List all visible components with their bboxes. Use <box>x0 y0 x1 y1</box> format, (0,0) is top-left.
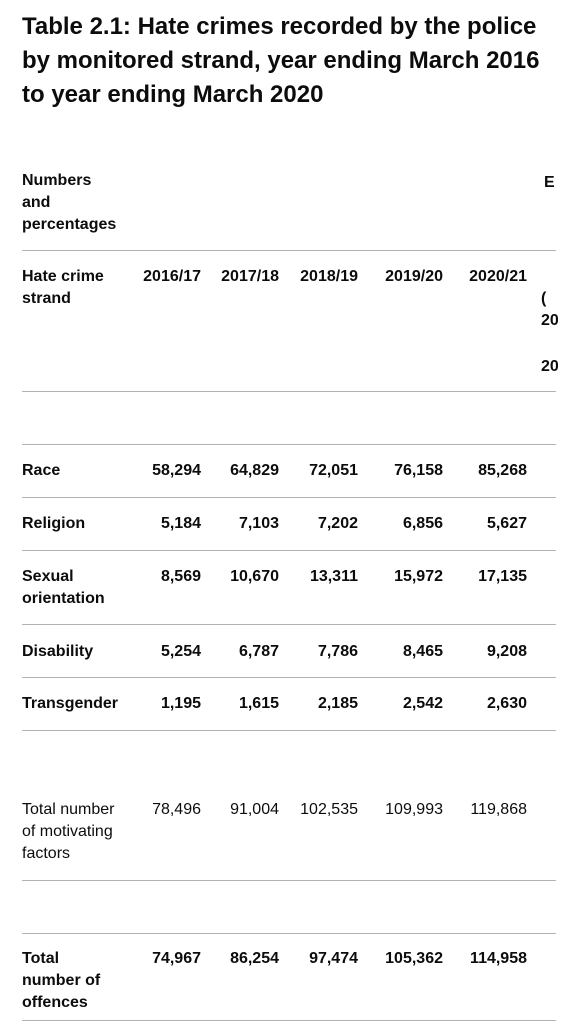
table-title: Table 2.1: Hate crimes recorded by the p… <box>22 13 540 108</box>
row-divider <box>22 444 556 445</box>
row-label: Disability <box>22 643 94 660</box>
cell: 10,670 <box>230 568 279 585</box>
cell: 64,829 <box>230 462 279 479</box>
row-divider <box>22 391 556 392</box>
cell: 86,254 <box>230 950 279 967</box>
cell: 13,311 <box>309 568 358 585</box>
cell: 6,856 <box>402 515 443 532</box>
cell: 6,787 <box>238 643 279 660</box>
column-header: 2019/20 <box>385 268 443 285</box>
column-header: Hate crime strand <box>22 268 104 307</box>
cell: 72,051 <box>309 462 358 479</box>
cell: 7,202 <box>317 515 358 532</box>
cell: 76,158 <box>394 462 443 479</box>
row-divider <box>22 1020 556 1021</box>
row-divider <box>22 730 556 731</box>
cell: 9,208 <box>486 643 527 660</box>
cell: 5,254 <box>160 643 201 660</box>
row-divider <box>22 677 556 678</box>
cell: 78,496 <box>152 801 201 818</box>
row-label: Religion <box>22 515 86 532</box>
cell: 1,615 <box>238 695 279 712</box>
column-header: 2020/21 <box>469 268 527 285</box>
column-header: 2017/18 <box>221 268 279 285</box>
row-divider <box>22 497 556 498</box>
row-label: Sexual orientation <box>22 568 105 607</box>
cell: 5,627 <box>486 515 527 532</box>
row-label: Total number of offences <box>22 950 101 1011</box>
cell: 97,474 <box>309 950 358 967</box>
cell: 91,004 <box>230 801 279 818</box>
row-label: Race <box>22 462 61 479</box>
cell: 7,103 <box>238 515 279 532</box>
cell: 1,195 <box>160 695 201 712</box>
cell: 8,465 <box>402 643 443 660</box>
cell: 114,958 <box>470 950 527 967</box>
cell: 2,185 <box>317 695 358 712</box>
cell: 8,569 <box>160 568 201 585</box>
row-divider <box>22 250 556 251</box>
cell: 74,967 <box>152 950 201 967</box>
row-divider <box>22 550 556 551</box>
cell: 119,868 <box>470 801 527 818</box>
row-label: Total number of motivating factors <box>22 801 115 862</box>
cell: 102,535 <box>300 801 358 818</box>
cell: 17,135 <box>478 568 527 585</box>
cell: 105,362 <box>385 950 443 967</box>
cell: 58,294 <box>152 462 201 479</box>
column-header: 2018/19 <box>300 268 358 285</box>
cell: 2,542 <box>402 695 443 712</box>
row-divider <box>22 933 556 934</box>
row-divider <box>22 880 556 881</box>
column-header: 2016/17 <box>143 268 201 285</box>
cell: 15,972 <box>394 568 443 585</box>
cell: 109,993 <box>385 801 443 818</box>
cell: 5,184 <box>160 515 201 532</box>
row-label: Transgender <box>22 695 119 712</box>
cell: 85,268 <box>478 462 527 479</box>
row-divider <box>22 624 556 625</box>
table-caption: Numbers and percentages <box>22 172 117 233</box>
cell: 7,786 <box>317 643 358 660</box>
column-header-cut: 20 <box>541 312 558 329</box>
column-header-cut: ( <box>541 290 547 307</box>
column-header-cut: 20 <box>541 358 558 375</box>
caption-cut: E <box>544 174 555 191</box>
cell: 2,630 <box>486 695 527 712</box>
